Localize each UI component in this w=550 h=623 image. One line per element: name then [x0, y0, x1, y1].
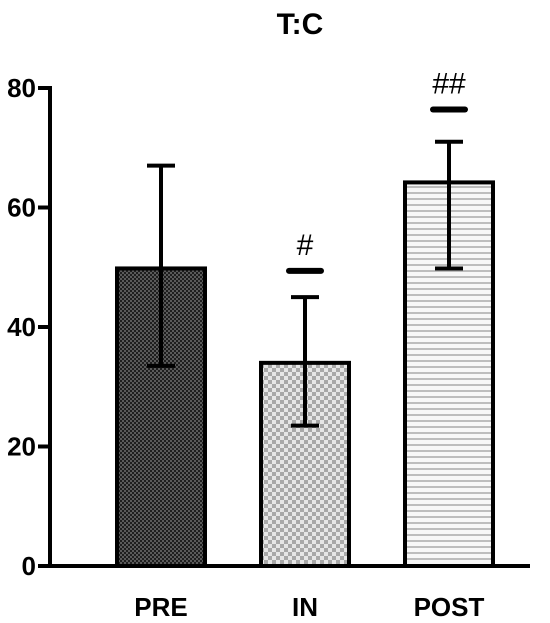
x-tick-label-pre: PRE	[134, 592, 187, 622]
significance-label: ##	[432, 68, 466, 101]
y-tick-label: 20	[7, 432, 36, 462]
bars: ###	[115, 68, 495, 568]
x-axis: PRE IN POST	[48, 564, 530, 622]
y-tick-label: 40	[7, 312, 36, 342]
x-tick-label-post: POST	[414, 592, 485, 622]
chart-title: T:C	[277, 8, 324, 41]
y-tick-label: 60	[7, 193, 36, 223]
y-axis: 0 20 40 60 80	[7, 73, 52, 581]
y-tick-label: 80	[7, 73, 36, 103]
significance-label: #	[297, 229, 314, 262]
y-tick-label: 0	[22, 551, 36, 581]
x-tick-label-in: IN	[292, 592, 318, 622]
